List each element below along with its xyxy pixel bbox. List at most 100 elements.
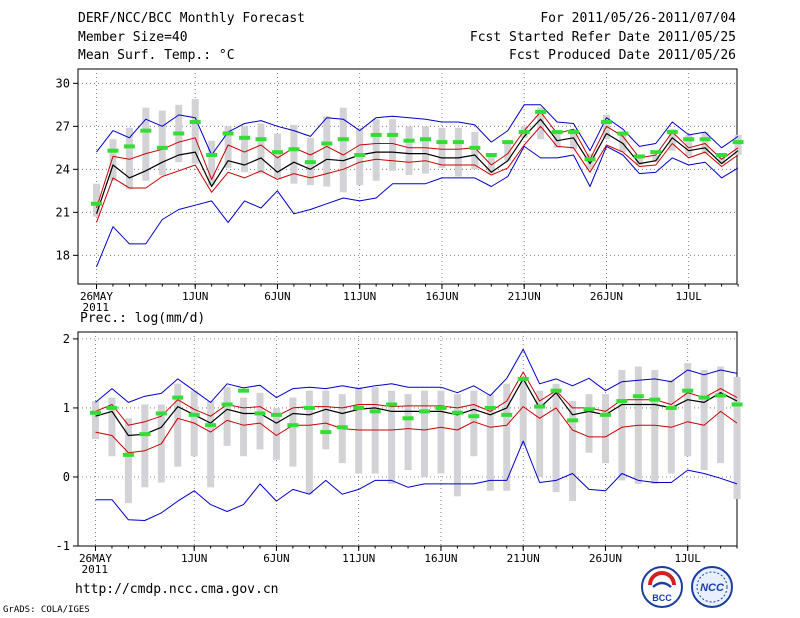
precipitation-ytick-label: -1: [56, 539, 70, 553]
precipitation-mean-marker: [698, 395, 710, 400]
temperature-mean-marker: [584, 157, 596, 162]
temperature-line-q75: [96, 111, 739, 209]
precipitation-mean-marker: [238, 388, 250, 393]
precipitation-xtick-label: 11JUN: [342, 552, 375, 565]
precipitation-mean-marker: [188, 412, 200, 417]
temperature-mean-marker: [535, 110, 547, 114]
temperature-mean-marker: [222, 131, 234, 136]
temperature-year-label: 2011: [83, 301, 110, 314]
precipitation-spread-bar: [207, 401, 215, 488]
precipitation-xtick-label: 1JUN: [181, 552, 208, 565]
temperature-mean-marker: [321, 141, 333, 146]
precipitation-mean-marker: [468, 414, 480, 419]
precipitation-mean-marker: [287, 423, 299, 428]
temperature-ytick-label: 21: [56, 205, 70, 219]
temperature-mean-marker: [568, 130, 580, 135]
precipitation-xtick-label: 21JUN: [507, 552, 540, 565]
precipitation-mean-marker: [715, 393, 727, 398]
precipitation-spread-bar: [124, 418, 132, 504]
temperature-mean-marker: [633, 154, 645, 159]
temperature-mean-marker: [650, 150, 662, 155]
produced-date-label: Fcst Produced Date 2011/05/26: [509, 48, 736, 63]
precipitation-xtick-label: 26MAY: [79, 552, 112, 565]
temperature-spread-bar: [438, 127, 446, 168]
temperature-mean-marker: [420, 137, 431, 142]
temperature-spread-bar: [405, 126, 413, 176]
precipitation-mean-marker: [402, 416, 414, 421]
precipitation-spread-bar: [552, 383, 560, 493]
precipitation-mean-marker: [90, 410, 101, 415]
temperature-mean-marker: [107, 148, 119, 153]
precipitation-line-q75: [95, 371, 738, 426]
precipitation-mean-marker: [353, 405, 365, 410]
temperature-mean-marker: [156, 145, 168, 150]
precipitation-mean-marker: [567, 418, 579, 423]
precipitation-spread-bar: [519, 376, 527, 446]
temperature-spread-bar: [471, 132, 479, 170]
precipitation-spread-bar: [453, 394, 461, 497]
precipitation-spread-bar: [322, 390, 330, 450]
temperature-mean-marker: [666, 130, 678, 135]
precipitation-spread-bar: [618, 369, 626, 481]
precipitation-mean-marker: [599, 412, 611, 417]
temperature-spread-bar: [422, 126, 429, 174]
precipitation-mean-marker: [172, 395, 184, 400]
temperature-xtick-label: 21JUN: [508, 290, 541, 303]
precipitation-xtick-label: 16JUN: [424, 552, 457, 565]
temperature-mean-marker: [518, 130, 530, 135]
precipitation-mean-marker: [501, 412, 513, 417]
temperature-xtick-label: 26JUN: [590, 290, 623, 303]
precipitation-spread-bar: [651, 369, 659, 484]
precipitation-line-q25: [95, 406, 738, 454]
precipitation-mean-marker: [435, 405, 447, 410]
temperature-spread-bar: [685, 134, 693, 157]
precipitation-spread-bar: [141, 404, 149, 488]
temperature-mean-marker: [551, 130, 563, 135]
temperature-mean-marker: [485, 153, 497, 157]
temperature-mean-marker: [123, 144, 135, 149]
precipitation-mean-marker: [665, 405, 677, 410]
precipitation-mean-marker: [155, 411, 167, 416]
temperature-spread-bar: [586, 153, 594, 170]
temperature-mean-marker: [189, 120, 201, 125]
temperature-mean-marker: [617, 131, 629, 136]
bcc-logo-text: BCC: [652, 593, 672, 603]
temperature-mean-marker: [255, 137, 267, 142]
precipitation-mean-marker: [419, 409, 430, 414]
temperature-mean-marker: [387, 132, 399, 137]
precipitation-spread-bar: [569, 401, 577, 502]
precipitation-mean-marker: [517, 376, 529, 381]
temperature-xtick-label: 16JUN: [425, 290, 458, 303]
precipitation-ytick-label: 1: [63, 401, 70, 415]
precipitation-spread-bar: [421, 390, 428, 477]
precipitation-spread-bar: [174, 383, 182, 467]
temperature-spread-bar: [93, 183, 100, 217]
temperature-xtick-label: 6JUN: [264, 290, 291, 303]
precipitation-spread-bar: [388, 390, 396, 484]
source-url[interactable]: http://cmdp.ncc.cma.gov.cn: [75, 582, 279, 597]
temperature-mean-marker: [403, 138, 415, 143]
temperature-xtick-label: 1JUL: [675, 290, 702, 303]
temperature-spread-bar: [372, 119, 380, 181]
precipitation-spread-bar: [470, 390, 478, 457]
precipitation-line-median: [95, 378, 738, 437]
temperature-mean-marker: [683, 137, 695, 142]
precipitation-ytick-label: 2: [63, 332, 70, 346]
precipitation-mean-marker: [139, 432, 151, 437]
precipitation-spread-bar: [289, 397, 297, 467]
temperature-spread-bar: [504, 143, 512, 161]
temperature-frame: [77, 68, 738, 285]
precipitation-mean-marker: [336, 425, 348, 430]
precipitation-line-max: [95, 440, 738, 521]
precipitation-spread-bar: [272, 407, 280, 460]
temperature-spread-bar: [734, 134, 742, 155]
temperature-spread-bar: [224, 126, 232, 168]
temperature-line-max: [96, 145, 739, 267]
precipitation-mean-marker: [682, 388, 694, 393]
temperature-spread-bar: [339, 107, 347, 193]
precipitation-mean-marker: [205, 423, 217, 428]
temperature-mean-marker: [271, 150, 283, 155]
